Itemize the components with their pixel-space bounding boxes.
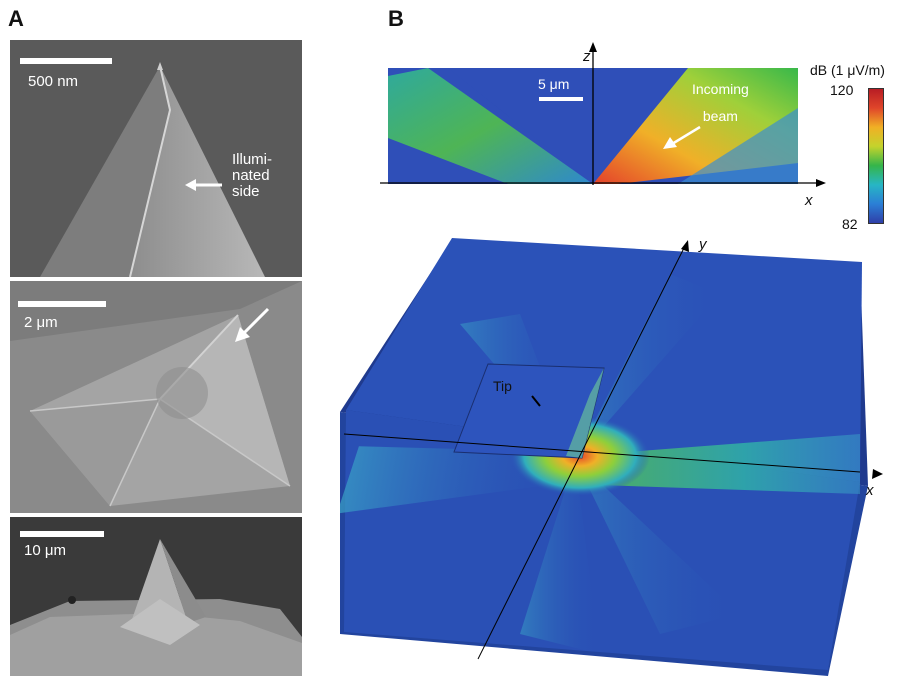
z-axis-label: z	[583, 48, 591, 65]
y-axis-label: y	[699, 236, 707, 253]
scale-bar-5um	[539, 97, 583, 101]
illuminated-side-arrow-icon	[185, 179, 222, 191]
colorbar-min-label: 82	[842, 216, 858, 232]
incoming-beam-arrow-icon	[663, 125, 701, 149]
tip-marker	[531, 395, 541, 407]
scale-label-500nm: 500 nm	[28, 73, 79, 90]
sem-image-pyramid-top: 2 μm	[10, 281, 302, 513]
tip-closeup-picture	[10, 40, 302, 277]
colorbar-max-label: 120	[830, 82, 854, 98]
scale-label-2um: 2 μm	[24, 314, 58, 331]
scale-bar-2um	[18, 301, 106, 307]
colorbar	[868, 88, 884, 224]
scale-label-10um: 10 μm	[24, 542, 66, 559]
scale-bar-500nm	[20, 58, 112, 64]
sem-image-tip-closeup: 500 nm Illumi- nated side	[10, 40, 302, 277]
overview-picture	[10, 517, 302, 676]
panel-a-letter: A	[8, 6, 24, 31]
scale-label-5um: 5 μm	[538, 76, 570, 92]
sem-image-overview: 10 μm	[10, 517, 302, 676]
xz-axes	[380, 42, 826, 187]
top-x-axis-label: x	[805, 192, 813, 209]
incoming-beam-label: Incoming beam	[692, 81, 749, 124]
scale-bar-10um	[20, 531, 104, 537]
pyramid-top-picture	[10, 281, 302, 513]
illuminated-side-label: Illumi- nated side	[232, 151, 272, 200]
colorbar-title: dB (1 μV/m)	[810, 62, 885, 78]
tip-label: Tip	[493, 378, 512, 394]
panel-b-letter: B	[388, 6, 404, 31]
tip-pointer-arrow-icon	[235, 307, 270, 342]
perspective-x-axis-label: x	[866, 482, 874, 499]
field-map-perspective	[340, 238, 883, 676]
